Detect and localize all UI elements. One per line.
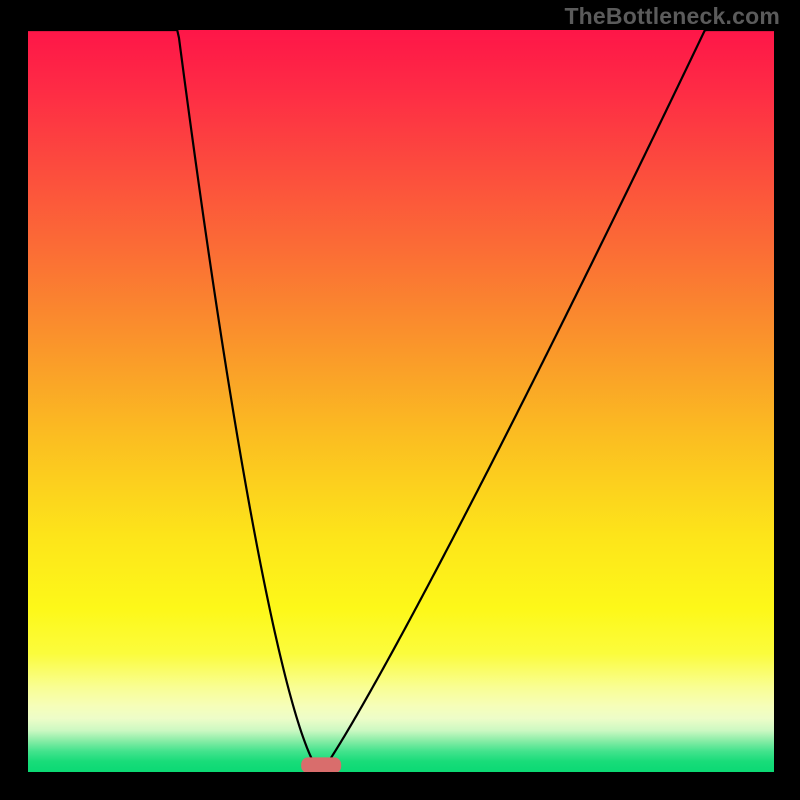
bottleneck-curve-chart	[28, 30, 774, 772]
plot-area	[28, 30, 774, 772]
gradient-background	[28, 30, 774, 772]
watermark-text: TheBottleneck.com	[564, 3, 780, 30]
optimum-marker	[301, 757, 341, 772]
